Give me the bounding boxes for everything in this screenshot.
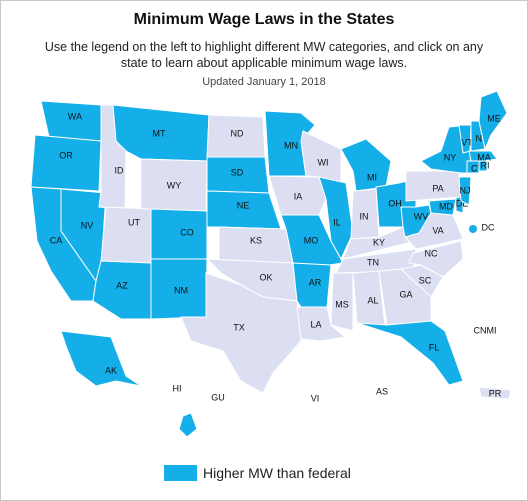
state-label[interactable]: NV: [81, 220, 94, 230]
state-label[interactable]: DC: [482, 222, 495, 232]
state-label[interactable]: CA: [50, 235, 63, 245]
state-label[interactable]: NE: [237, 200, 250, 210]
state-label[interactable]: FL: [429, 342, 440, 352]
state-shape[interactable]: [180, 272, 302, 394]
state-label[interactable]: OK: [259, 272, 272, 282]
state-label[interactable]: MA: [477, 152, 491, 162]
state-label[interactable]: ME: [487, 113, 501, 123]
state-label[interactable]: RI: [481, 160, 490, 170]
state-shape[interactable]: [150, 208, 208, 260]
state-shape[interactable]: [356, 320, 464, 386]
legend-label[interactable]: Higher MW than federal: [203, 465, 351, 481]
state-shape[interactable]: [100, 206, 152, 264]
state-label[interactable]: ID: [115, 165, 125, 175]
state-label[interactable]: LA: [310, 319, 321, 329]
state-label[interactable]: OH: [388, 198, 402, 208]
state-label[interactable]: NY: [444, 152, 457, 162]
state-label[interactable]: AR: [309, 277, 322, 287]
state-label[interactable]: WA: [68, 111, 82, 121]
state-shape[interactable]: [330, 272, 354, 332]
state-label[interactable]: VA: [432, 225, 443, 235]
state-label[interactable]: GU: [211, 392, 225, 402]
state-shape[interactable]: [400, 204, 432, 238]
state-shape[interactable]: [378, 268, 432, 326]
state-label[interactable]: AL: [367, 295, 378, 305]
state-label[interactable]: SC: [419, 275, 432, 285]
state-shape[interactable]: [466, 160, 480, 174]
state-shape[interactable]: [458, 176, 472, 206]
state-label[interactable]: KS: [250, 235, 262, 245]
state-shape[interactable]: [428, 198, 457, 216]
state-label[interactable]: WV: [414, 211, 429, 221]
subtitle: Use the legend on the left to highlight …: [44, 40, 484, 70]
state-label[interactable]: MO: [304, 235, 319, 245]
state-label[interactable]: NM: [174, 285, 188, 295]
state-label[interactable]: MN: [284, 140, 298, 150]
state-label[interactable]: CO: [180, 227, 194, 237]
state-label[interactable]: IA: [294, 191, 303, 201]
state-label[interactable]: MI: [367, 172, 377, 182]
state-label[interactable]: AZ: [116, 280, 128, 290]
state-label[interactable]: WI: [318, 157, 329, 167]
state-label[interactable]: MD: [439, 201, 453, 211]
state-shape[interactable]: [178, 412, 198, 438]
state-label[interactable]: PA: [432, 183, 443, 193]
state-shape[interactable]: [340, 138, 392, 192]
legend-swatch[interactable]: [164, 465, 197, 481]
state-label[interactable]: NC: [425, 248, 438, 258]
state-label[interactable]: MS: [335, 299, 349, 309]
state-label[interactable]: OR: [59, 150, 73, 160]
state-label[interactable]: VT: [461, 137, 473, 147]
state-label[interactable]: DE: [456, 198, 469, 208]
state-shape[interactable]: [468, 150, 498, 162]
state-label[interactable]: AK: [105, 365, 117, 375]
state-label[interactable]: SD: [231, 167, 244, 177]
state-label[interactable]: IL: [333, 217, 341, 227]
state-label[interactable]: GA: [399, 289, 412, 299]
state-label[interactable]: KY: [373, 237, 385, 247]
state-label[interactable]: IN: [360, 211, 369, 221]
state-label[interactable]: PR: [489, 388, 502, 398]
us-map: WA OR CA NV ID MT WY UT AZ CO NM ND SD NE KS OK TX MN IA MO…: [30, 90, 512, 438]
state-shape[interactable]: [478, 160, 488, 172]
state-label[interactable]: UT: [128, 217, 140, 227]
state-shape[interactable]: [478, 90, 508, 151]
updated-date: Updated January 1, 2018: [202, 76, 326, 88]
state-label[interactable]: HI: [173, 383, 182, 393]
state-label[interactable]: VI: [311, 393, 320, 403]
state-label[interactable]: CNMI: [474, 325, 497, 335]
state-shape[interactable]: [408, 240, 464, 278]
state-shape[interactable]: [318, 176, 354, 261]
state-shape[interactable]: [478, 386, 512, 400]
state-label[interactable]: CT: [471, 163, 483, 173]
state-label[interactable]: AS: [376, 386, 388, 396]
state-shape[interactable]: [469, 225, 477, 233]
state-label[interactable]: WY: [167, 180, 182, 190]
state-shape[interactable]: [60, 330, 142, 387]
legend[interactable]: Higher MW than federal: [164, 465, 351, 481]
state-shape[interactable]: [30, 134, 102, 192]
state-shape[interactable]: [296, 306, 347, 342]
state-label[interactable]: TN: [367, 257, 379, 267]
state-label[interactable]: ND: [231, 128, 244, 138]
state-label[interactable]: MT: [153, 128, 166, 138]
state-label[interactable]: NH: [476, 133, 489, 143]
state-label[interactable]: NJ: [460, 185, 471, 195]
title: Minimum Wage Laws in the States: [133, 11, 395, 28]
state-label[interactable]: TX: [233, 322, 245, 332]
